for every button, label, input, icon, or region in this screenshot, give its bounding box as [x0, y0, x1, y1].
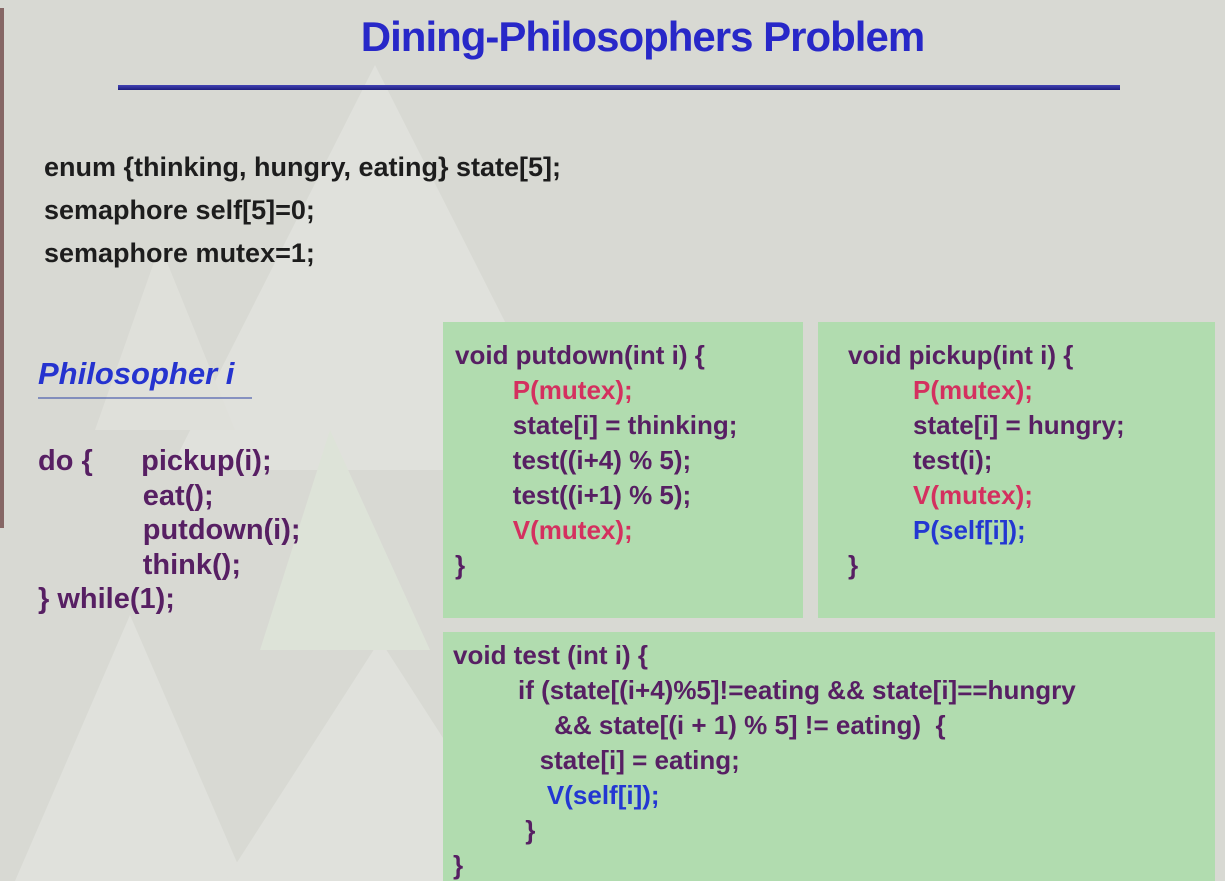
- code-line: think();: [38, 548, 241, 581]
- code-line: P(self[i]);: [848, 515, 1026, 545]
- code-line: V(self[i]);: [453, 780, 660, 810]
- declaration-line: enum {thinking, hungry, eating} state[5]…: [44, 152, 562, 182]
- code-line: test((i+4) % 5);: [455, 445, 692, 475]
- code-line: }: [455, 550, 466, 580]
- code-line: P(mutex);: [455, 375, 633, 405]
- code-line: } while(1);: [38, 583, 175, 615]
- test-code-box: void test (int i) { if (state[(i+4)%5]!=…: [443, 632, 1215, 881]
- code-line: P(mutex);: [848, 375, 1033, 405]
- code-line: void pickup(int i) {: [848, 340, 1074, 370]
- code-line: void putdown(int i) {: [455, 340, 705, 370]
- philosopher-heading: Philosopher i: [38, 356, 253, 399]
- code-line: state[i] = hungry;: [848, 410, 1125, 440]
- pickup-code-box: void pickup(int i) { P(mutex); state[i] …: [818, 322, 1215, 618]
- declaration-line: semaphore self[5]=0;: [44, 195, 315, 225]
- code-line: state[i] = thinking;: [455, 410, 738, 440]
- code-line: }: [848, 550, 859, 580]
- code-line: V(mutex);: [848, 480, 1033, 510]
- declarations-code: enum {thinking, hungry, eating} state[5]…: [44, 146, 561, 275]
- philosopher-loop-code: do { pickup(i); eat(); putdown(i); think…: [38, 444, 301, 617]
- declaration-line: semaphore mutex=1;: [44, 238, 315, 268]
- code-line: do { pickup(i);: [38, 445, 272, 477]
- code-line: putdown(i);: [38, 514, 301, 546]
- code-line: V(mutex);: [455, 515, 633, 545]
- code-line: if (state[(i+4)%5]!=eating && state[i]==…: [453, 675, 1076, 705]
- putdown-code-box: void putdown(int i) { P(mutex); state[i]…: [443, 322, 803, 618]
- code-line: void test (int i) {: [453, 640, 648, 670]
- code-line: }: [453, 815, 536, 845]
- code-line: state[i] = eating;: [453, 745, 740, 775]
- title-underline: [118, 85, 1120, 90]
- slide-title: Dining-Philosophers Problem: [360, 13, 925, 60]
- frame-edge-strip: [0, 8, 4, 528]
- code-line: }: [453, 850, 464, 880]
- code-line: && state[(i + 1) % 5] != eating) {: [453, 710, 946, 740]
- code-line: test((i+1) % 5);: [455, 480, 692, 510]
- code-line: test(i);: [848, 445, 993, 475]
- code-line: eat();: [38, 479, 214, 512]
